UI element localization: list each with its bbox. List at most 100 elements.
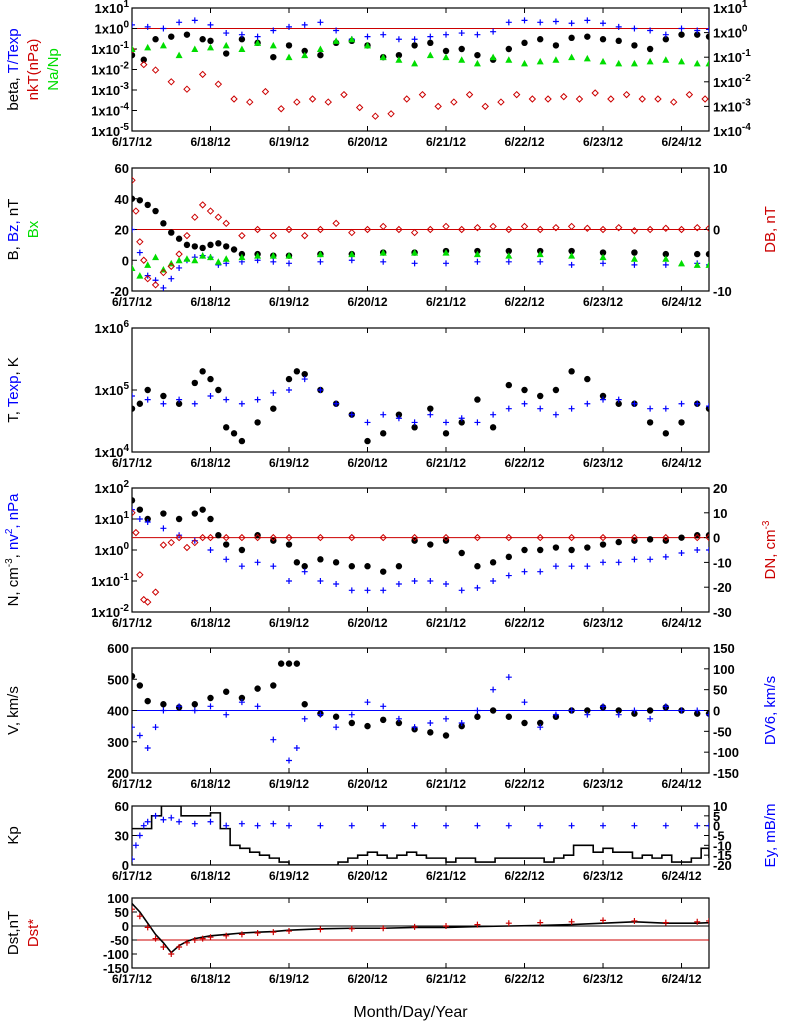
series-Bx-point <box>183 255 191 262</box>
series-T/Texp-point <box>505 19 512 26</box>
series-Dst*-point <box>238 931 245 938</box>
left-tick-label-exp: -5 <box>120 122 129 133</box>
series-Dst*-point <box>183 939 190 946</box>
series-Bz-point <box>411 260 418 267</box>
series-Ey-point <box>443 822 450 829</box>
series-group <box>132 806 709 865</box>
y-axis-label-3-part: Na/Np <box>45 48 62 91</box>
series-T/Texp-point <box>631 25 638 32</box>
left-tick-label-base: 1x10 <box>95 543 124 558</box>
series-Na/Np-point <box>630 59 638 67</box>
series-nkT(nPa)-point <box>654 95 662 103</box>
x-tick-label: 6/22/12 <box>504 616 544 630</box>
series-V-point <box>442 732 450 739</box>
series-T-point <box>254 419 261 426</box>
series-nkT(nPa)-point <box>591 89 599 97</box>
x-tick-label: 6/21/12 <box>426 135 466 149</box>
series-N-point <box>678 534 685 541</box>
series-Na/Np-point <box>348 35 356 43</box>
series-Bz-point <box>568 261 575 268</box>
series-Ey-point <box>317 822 324 829</box>
series-DN-point <box>410 533 419 542</box>
left-tick-label-exp: 0 <box>123 20 129 31</box>
series-Bz-point <box>537 258 544 265</box>
left-tick-label-base: 1x10 <box>95 22 124 37</box>
series-V-point <box>646 707 654 714</box>
series-Texp-point <box>254 396 261 403</box>
series-T/Texp-point <box>706 26 709 33</box>
series-nv2-point <box>521 568 528 575</box>
series-Bx-point <box>348 250 356 258</box>
series-N-point <box>537 546 544 554</box>
series-N-point <box>348 563 356 570</box>
series-T/Texp-point <box>458 30 465 37</box>
left-tick-label-exp: -1 <box>120 40 129 51</box>
x-tick-label: 6/18/12 <box>190 777 230 791</box>
right-tick-label-base: -100 <box>713 745 739 760</box>
series-Texp-point <box>694 400 701 407</box>
series-V-point <box>505 713 513 720</box>
series-T-point <box>238 437 246 445</box>
series-nkT(nPa)-point <box>355 103 364 112</box>
y-axis-label-3: Na/Np <box>45 48 62 91</box>
series-beta-point <box>694 31 701 38</box>
series-V-point <box>395 719 403 727</box>
series-Texp-point <box>631 400 638 407</box>
series-Bz-point <box>160 284 167 291</box>
series-Ey-point <box>207 818 214 825</box>
y-axis-label-part: Kp <box>5 826 22 844</box>
series-Texp-point <box>380 411 387 418</box>
series-N-point <box>207 515 214 523</box>
series-DV6-point <box>537 724 544 731</box>
series-beta-point <box>411 42 418 49</box>
series-Texp-point <box>191 400 198 407</box>
series-nkT(nPa)-point <box>140 60 148 69</box>
series-Na/Np-point <box>678 57 686 65</box>
series-DB-point <box>191 213 199 221</box>
series-beta-point <box>678 31 685 38</box>
y-axis-label: V, km/s <box>5 686 22 735</box>
series-N-point <box>521 546 528 554</box>
series-T-point <box>301 370 308 378</box>
left-tick-label-base: 1x10 <box>95 1 124 16</box>
series-DB-point <box>132 207 140 215</box>
right-tick-label: 1x10-4 <box>713 122 751 139</box>
right-tick-label-base: 10 <box>713 799 727 814</box>
right-axis-label: DN, cm-3​ <box>761 520 779 579</box>
series-N-point <box>599 541 607 548</box>
series-DB-point <box>705 224 709 232</box>
right-tick-label: 0 <box>713 223 720 238</box>
series-T-point <box>175 400 183 407</box>
series-V-point <box>521 719 528 727</box>
left-tick-label: 1x100 <box>95 20 130 37</box>
series-Texp-point <box>364 419 371 426</box>
series-B-point <box>191 243 199 250</box>
x-tick-label: 6/19/12 <box>269 777 309 791</box>
right-tick-label-base: -10 <box>713 555 732 570</box>
series-Texp-point <box>427 411 434 418</box>
left-tick-label-base: 30 <box>115 829 129 844</box>
series-DV6-point <box>443 715 450 722</box>
right-tick-label-base: 1x10 <box>713 99 742 114</box>
series-V-point <box>694 710 701 717</box>
series-nkT(nPa)-point <box>434 102 442 111</box>
series-nv2-point <box>427 578 434 584</box>
series-beta-point <box>427 39 434 47</box>
series-Ey-point <box>254 822 261 829</box>
panel-frame <box>131 897 710 969</box>
left-tick-label: 30 <box>115 829 129 844</box>
series-V-point <box>332 713 340 720</box>
series-Na/Np-point <box>458 56 466 63</box>
series-DN-point <box>536 533 544 542</box>
series-Ey-point <box>380 822 387 829</box>
left-tick-label: 1x10-2 <box>91 61 129 78</box>
series-nv2-point <box>301 568 308 575</box>
series-DV6-point <box>144 745 151 751</box>
series-DV6-point <box>176 703 183 710</box>
left-tick-label: 200 <box>107 766 129 781</box>
series-N-point <box>427 541 434 548</box>
series-DN-point <box>167 538 175 547</box>
series-V-point <box>584 707 591 714</box>
left-tick-label: 300 <box>107 735 129 750</box>
